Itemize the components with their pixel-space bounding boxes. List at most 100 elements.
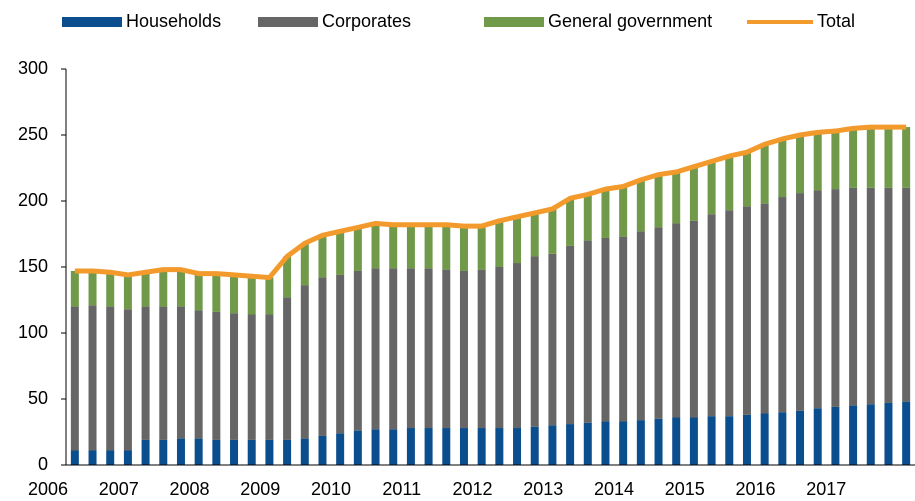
bar xyxy=(318,235,327,278)
bar xyxy=(831,131,840,190)
bar xyxy=(672,171,681,224)
bar xyxy=(548,208,557,254)
bar xyxy=(176,269,185,307)
bar xyxy=(194,310,203,439)
x-tick-label: 2015 xyxy=(665,479,705,499)
bar xyxy=(778,412,787,465)
bar xyxy=(123,274,132,310)
bar xyxy=(424,428,433,465)
bar xyxy=(176,438,185,465)
bar xyxy=(106,306,115,451)
bar xyxy=(265,277,274,315)
bar xyxy=(318,277,327,436)
bar xyxy=(513,263,522,429)
bar xyxy=(619,186,628,237)
bar xyxy=(707,416,716,465)
bar xyxy=(566,245,575,425)
bar xyxy=(212,311,221,440)
bar xyxy=(778,138,787,198)
bar xyxy=(159,306,168,440)
legend-swatch xyxy=(484,17,544,27)
legend-label: Households xyxy=(126,11,221,31)
bar xyxy=(813,132,822,191)
bar xyxy=(742,206,751,415)
bar xyxy=(283,297,292,440)
y-tick-label: 300 xyxy=(18,58,48,78)
bar xyxy=(371,223,380,269)
bar xyxy=(159,269,168,307)
legend-label: Total xyxy=(817,11,855,31)
bar xyxy=(725,210,734,417)
bar xyxy=(813,190,822,409)
bar xyxy=(530,212,539,257)
bar xyxy=(796,193,805,411)
bar xyxy=(548,425,557,465)
bar xyxy=(654,418,663,465)
bar xyxy=(406,268,415,429)
bar xyxy=(725,156,734,211)
bar xyxy=(689,220,698,418)
bar xyxy=(353,227,362,271)
bar xyxy=(813,408,822,465)
bar xyxy=(106,272,115,307)
bar xyxy=(353,270,362,431)
bar xyxy=(141,306,150,440)
bar xyxy=(902,127,911,188)
legend-swatch xyxy=(258,17,318,27)
bar xyxy=(318,435,327,465)
bar xyxy=(672,223,681,418)
bar xyxy=(495,428,504,465)
bar xyxy=(336,274,345,434)
bar xyxy=(778,197,787,413)
bar xyxy=(548,253,557,426)
bar xyxy=(707,161,716,215)
bar xyxy=(495,267,504,429)
bar xyxy=(389,429,398,465)
bar xyxy=(530,426,539,465)
y-tick-label: 0 xyxy=(38,454,48,474)
bar xyxy=(742,152,751,207)
y-tick-label: 150 xyxy=(18,256,48,276)
bar xyxy=(866,404,875,465)
bar xyxy=(636,231,645,421)
bar xyxy=(601,237,610,422)
bar xyxy=(689,166,698,221)
bar xyxy=(88,305,97,451)
x-tick-label: 2007 xyxy=(99,479,139,499)
bar xyxy=(283,256,292,298)
bar xyxy=(566,198,575,246)
bar xyxy=(619,421,628,465)
bar xyxy=(141,272,150,307)
bar xyxy=(760,203,769,414)
bar xyxy=(424,224,433,269)
bar xyxy=(654,227,663,419)
bar xyxy=(371,268,380,430)
bar xyxy=(725,416,734,465)
bar xyxy=(477,269,486,429)
bar xyxy=(884,187,893,403)
bar xyxy=(884,402,893,465)
bar xyxy=(442,269,451,429)
bar xyxy=(513,428,522,465)
bar xyxy=(902,401,911,465)
bar xyxy=(300,285,309,439)
bar xyxy=(212,439,221,465)
bar xyxy=(230,439,239,465)
bar xyxy=(442,428,451,465)
bar xyxy=(849,128,858,188)
bar xyxy=(389,268,398,430)
y-tick-label: 50 xyxy=(28,388,48,408)
bar xyxy=(406,428,415,465)
bar xyxy=(459,226,468,271)
bar xyxy=(70,270,79,307)
bar xyxy=(530,256,539,427)
bar xyxy=(300,438,309,465)
bar xyxy=(902,187,911,402)
bar xyxy=(176,306,185,439)
x-tick-label: 2016 xyxy=(735,479,775,499)
bar xyxy=(336,433,345,465)
bar xyxy=(866,127,875,188)
bar xyxy=(336,231,345,275)
total-line xyxy=(74,124,907,281)
